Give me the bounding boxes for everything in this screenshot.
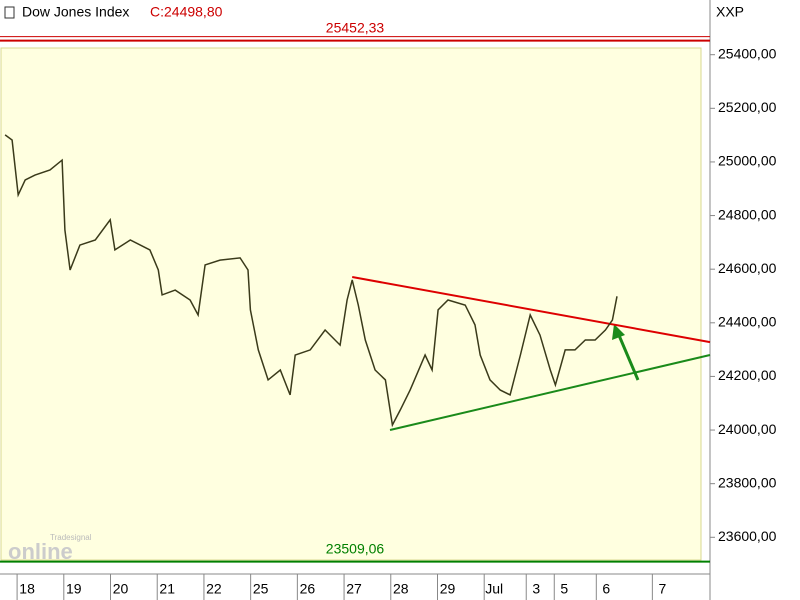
watermark: online <box>8 539 73 564</box>
x-tick-label: 5 <box>560 581 568 597</box>
chart-title: Dow Jones Index <box>22 4 129 20</box>
y-tick-label: 25400,00 <box>718 45 777 61</box>
price-line <box>4 134 618 428</box>
x-tick-label: 20 <box>113 581 129 597</box>
trendline <box>352 276 711 344</box>
level-label: 23509,06 <box>326 540 385 556</box>
x-tick-label: 29 <box>440 581 456 597</box>
y-tick-label: 23800,00 <box>718 474 777 490</box>
close-label: C:24498,80 <box>150 4 223 20</box>
y-tick-label: 24000,00 <box>718 421 777 437</box>
y-tick-label: 25200,00 <box>718 99 777 115</box>
x-tick-label: 18 <box>19 581 35 597</box>
y-tick-label: 24400,00 <box>718 314 777 330</box>
arrow-head <box>612 324 625 340</box>
y-tick-label: 25000,00 <box>718 153 777 169</box>
x-tick-label: 22 <box>206 581 222 597</box>
x-tick-label: 28 <box>393 581 409 597</box>
x-tick-label: 19 <box>66 581 82 597</box>
y-tick-label: 24600,00 <box>718 260 777 276</box>
level-label: 25452,33 <box>326 19 385 35</box>
watermark: Tradesignal <box>50 533 92 542</box>
axis-title: XXP <box>716 4 744 20</box>
y-tick-label: 24200,00 <box>718 367 777 383</box>
x-tick-label: 7 <box>658 581 666 597</box>
x-tick-label: 27 <box>346 581 362 597</box>
x-tick-label: 25 <box>253 581 269 597</box>
x-tick-label: 21 <box>159 581 175 597</box>
y-tick-label: 23600,00 <box>718 528 777 544</box>
icon <box>4 6 15 19</box>
x-tick-label: Jul <box>485 581 503 597</box>
x-tick-label: 6 <box>602 581 610 597</box>
y-tick-label: 24800,00 <box>718 206 777 222</box>
x-tick-label: 26 <box>300 581 316 597</box>
trendline <box>389 354 711 431</box>
x-tick-label: 3 <box>532 581 540 597</box>
plot-area <box>0 47 702 561</box>
